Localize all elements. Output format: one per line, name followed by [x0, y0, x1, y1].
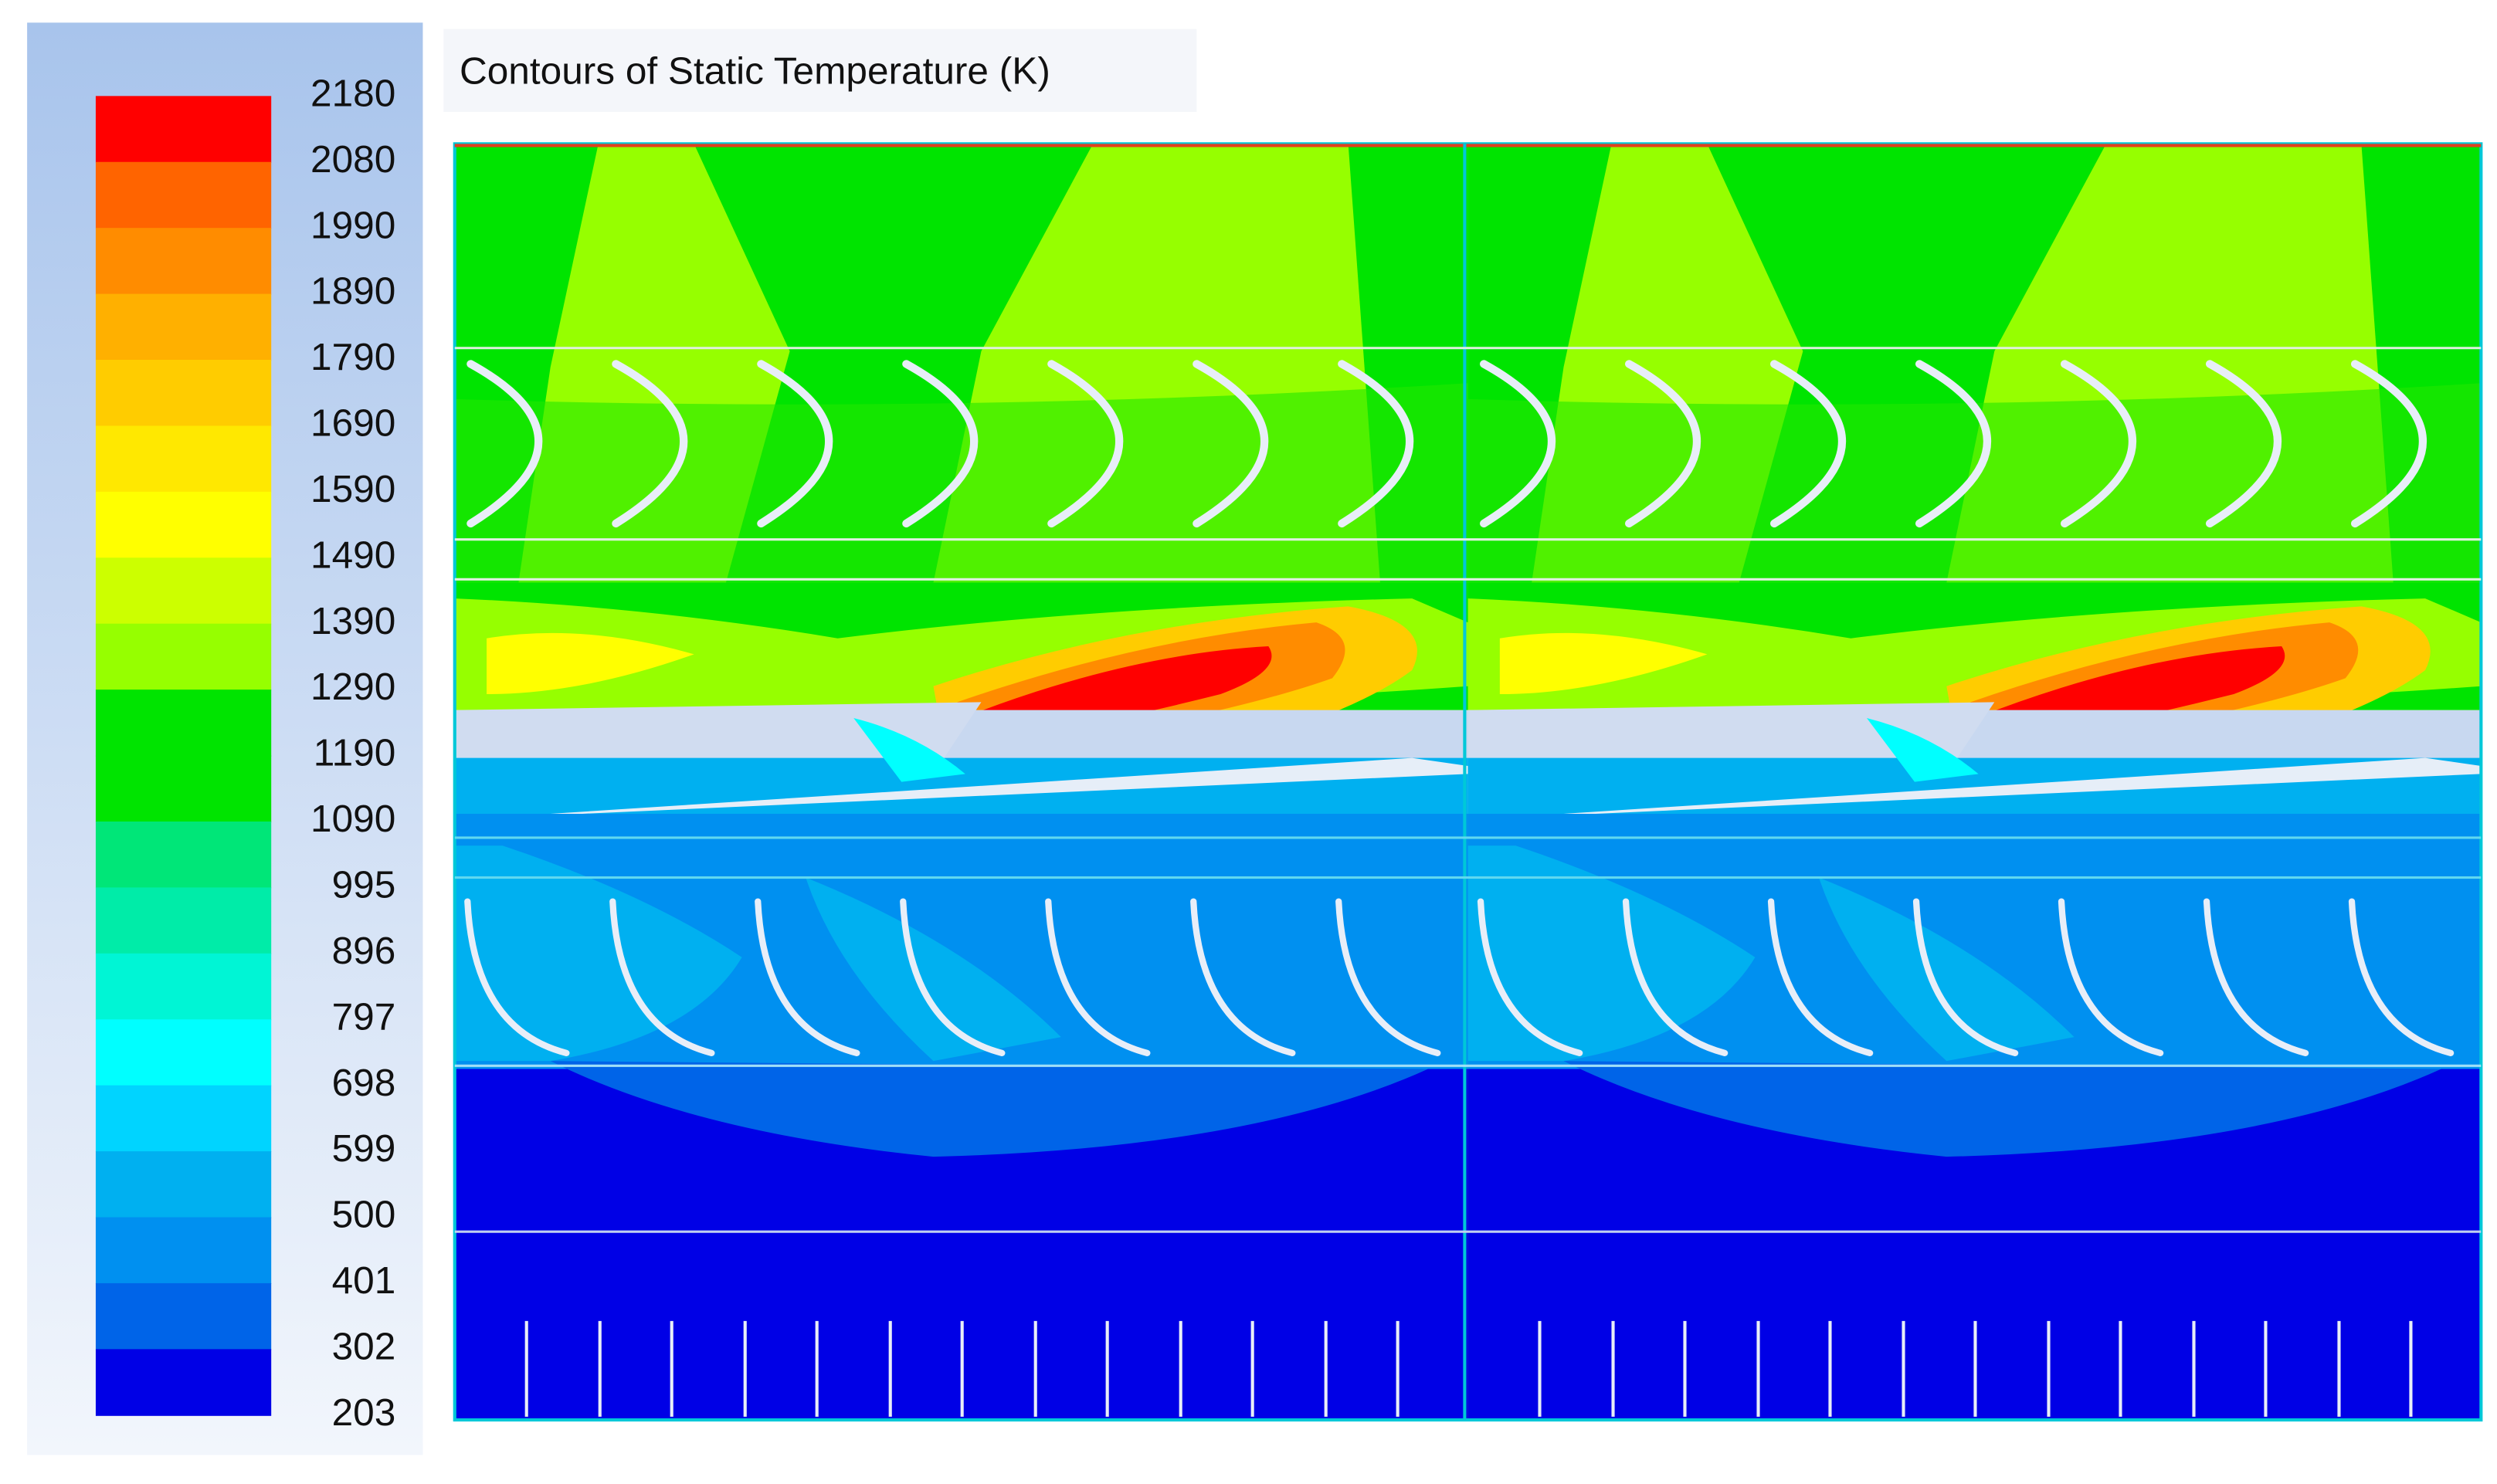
color-band: [95, 689, 272, 757]
colorbar-label: 1490: [310, 533, 395, 576]
colorbar-label: 1790: [310, 335, 395, 378]
colorbar-label: 896: [332, 929, 396, 972]
colorbar-label: 797: [332, 994, 396, 1038]
colorbar-label: 698: [332, 1061, 396, 1104]
color-band: [95, 96, 272, 163]
color-band: [95, 425, 272, 493]
color-band: [95, 887, 272, 954]
title-box: [443, 29, 1197, 113]
colorbar-label: 1890: [310, 269, 395, 313]
colorbar-label: 302: [332, 1324, 396, 1367]
title: Contours of Static Temperature (K): [460, 49, 1050, 93]
color-band: [95, 161, 272, 229]
color-band: [95, 360, 272, 427]
color-band: [95, 491, 272, 559]
contour-plot: [455, 144, 2482, 1420]
color-band: [95, 1282, 272, 1350]
color-band: [95, 557, 272, 625]
colorbar-label: 995: [332, 862, 396, 906]
colorbar-label: 2080: [310, 137, 395, 181]
colorbar-label: 1090: [310, 797, 395, 840]
color-band: [95, 623, 272, 691]
color-band: [95, 228, 272, 295]
color-band: [95, 953, 272, 1021]
color-band: [95, 1085, 272, 1153]
color-band: [95, 293, 272, 361]
colorbar-label: 500: [332, 1193, 396, 1236]
colorbar-label: 1690: [310, 401, 395, 445]
colorbar-label: 1190: [314, 731, 396, 774]
colorbar-label: 401: [332, 1259, 396, 1302]
color-band: [95, 1151, 272, 1218]
color-band: [95, 1349, 272, 1416]
color-band: [95, 1217, 272, 1284]
color-band: [95, 821, 272, 889]
colorbar-label: 203: [332, 1391, 396, 1434]
color-band: [95, 755, 272, 823]
colorbar-label: 1990: [310, 203, 395, 246]
colorbar-label: 1390: [310, 599, 395, 642]
colorbar: 2180 2080 1990 1890 1790 1690 1590 1490 1390 1290…: [95, 71, 396, 1434]
colorbar-label: 2180: [310, 71, 395, 114]
colorbar-label: 1290: [310, 665, 395, 708]
colorbar-label: 1590: [310, 467, 395, 510]
colorbar-label: 599: [332, 1127, 396, 1170]
color-band: [95, 1019, 272, 1086]
